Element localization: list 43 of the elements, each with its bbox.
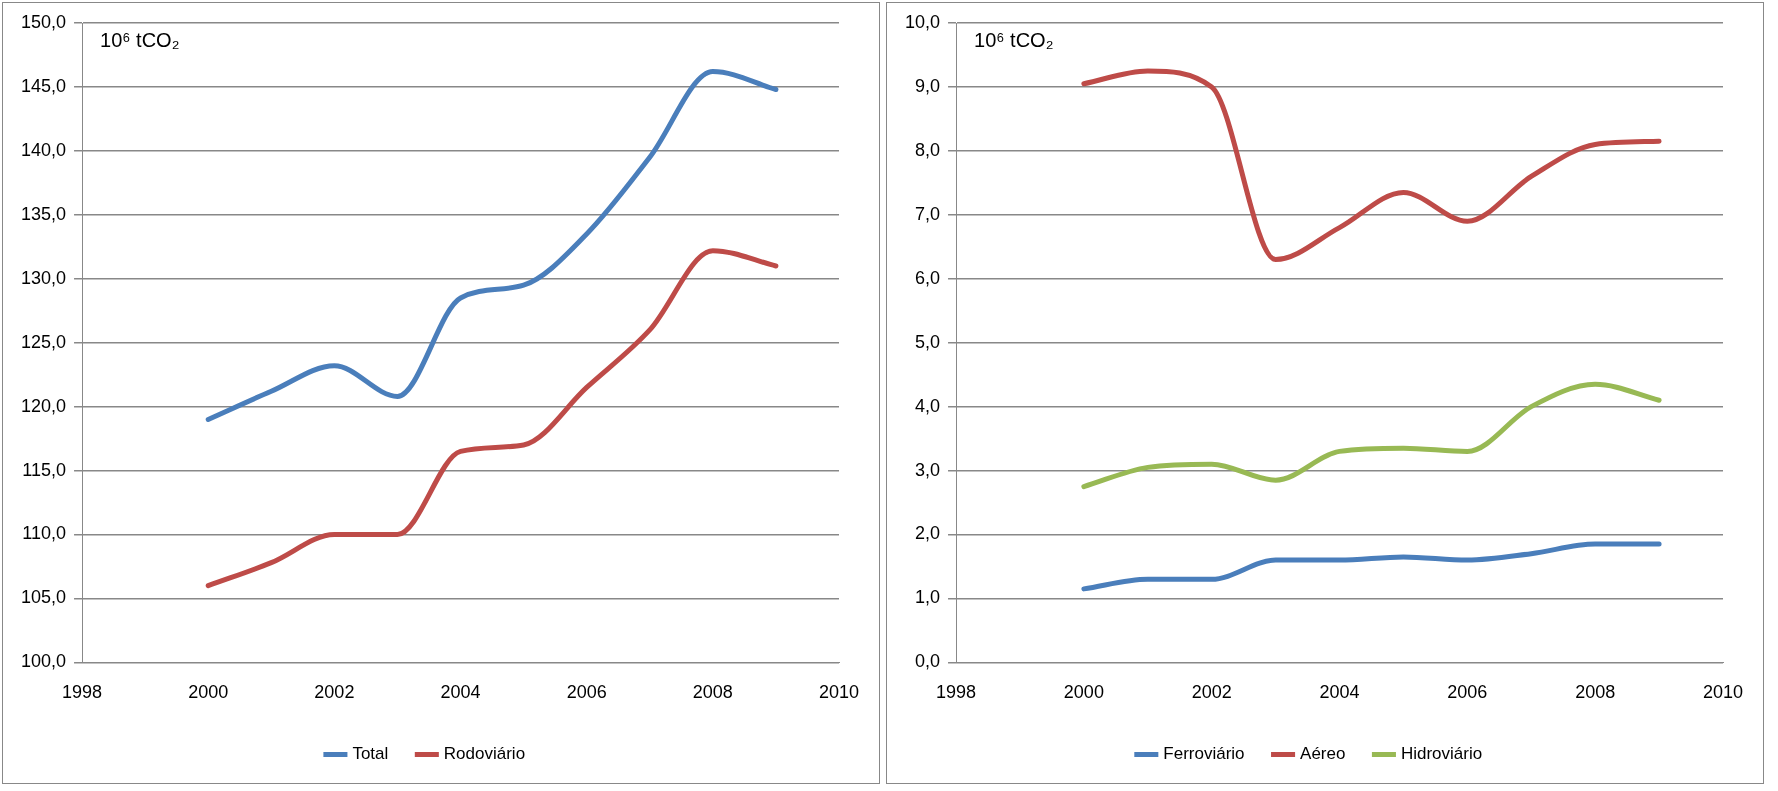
x-tick-label: 1998 bbox=[936, 682, 977, 703]
x-tick-label: 2008 bbox=[1575, 682, 1616, 703]
y-tick-label: 4,0 bbox=[915, 395, 941, 416]
y-tick-label: 7,0 bbox=[915, 203, 941, 224]
y-tick-label: 100,0 bbox=[21, 651, 67, 672]
y-tick-label: 5,0 bbox=[915, 331, 941, 352]
y-axis-title: 10⁶ tCO₂ bbox=[100, 28, 180, 51]
y-tick-label: 130,0 bbox=[21, 267, 67, 288]
x-tick-label: 1998 bbox=[62, 682, 103, 703]
y-tick-label: 140,0 bbox=[21, 139, 67, 160]
y-axis-title: 10⁶ tCO₂ bbox=[974, 28, 1054, 51]
legend-label: Total bbox=[352, 744, 389, 764]
y-tick-label: 125,0 bbox=[21, 331, 67, 352]
y-tick-label: 10,0 bbox=[904, 11, 941, 32]
x-tick-label: 2002 bbox=[1191, 682, 1232, 703]
y-tick-label: 120,0 bbox=[21, 395, 67, 416]
y-tick-label: 8,0 bbox=[915, 139, 941, 160]
x-tick-label: 2002 bbox=[314, 682, 355, 703]
y-tick-label: 9,0 bbox=[915, 75, 941, 96]
y-tick-label: 105,0 bbox=[21, 587, 67, 608]
x-tick-label: 2010 bbox=[1702, 682, 1744, 703]
legend-label: Ferroviário bbox=[1163, 744, 1245, 764]
y-tick-label: 0,0 bbox=[915, 651, 941, 672]
x-tick-label: 2006 bbox=[566, 682, 607, 703]
y-tick-label: 150,0 bbox=[21, 11, 67, 32]
legend-label: Aéreo bbox=[1300, 744, 1346, 764]
y-tick-label: 135,0 bbox=[21, 203, 67, 224]
y-tick-label: 145,0 bbox=[21, 75, 67, 96]
x-tick-label: 2008 bbox=[692, 682, 733, 703]
y-tick-label: 3,0 bbox=[915, 459, 941, 480]
y-tick-label: 1,0 bbox=[915, 587, 941, 608]
x-tick-label: 2006 bbox=[1447, 682, 1488, 703]
y-tick-label: 115,0 bbox=[22, 459, 67, 480]
y-tick-label: 2,0 bbox=[915, 523, 941, 544]
legend-label: Hidroviário bbox=[1400, 744, 1483, 764]
y-tick-label: 110,0 bbox=[22, 523, 67, 544]
x-tick-label: 2004 bbox=[440, 682, 481, 703]
x-tick-label: 2000 bbox=[1063, 682, 1104, 703]
x-tick-label: 2004 bbox=[1319, 682, 1360, 703]
x-tick-label: 2010 bbox=[818, 682, 860, 703]
x-tick-label: 2000 bbox=[188, 682, 229, 703]
legend-label: Rodoviário bbox=[443, 744, 526, 764]
y-tick-label: 6,0 bbox=[915, 267, 941, 288]
